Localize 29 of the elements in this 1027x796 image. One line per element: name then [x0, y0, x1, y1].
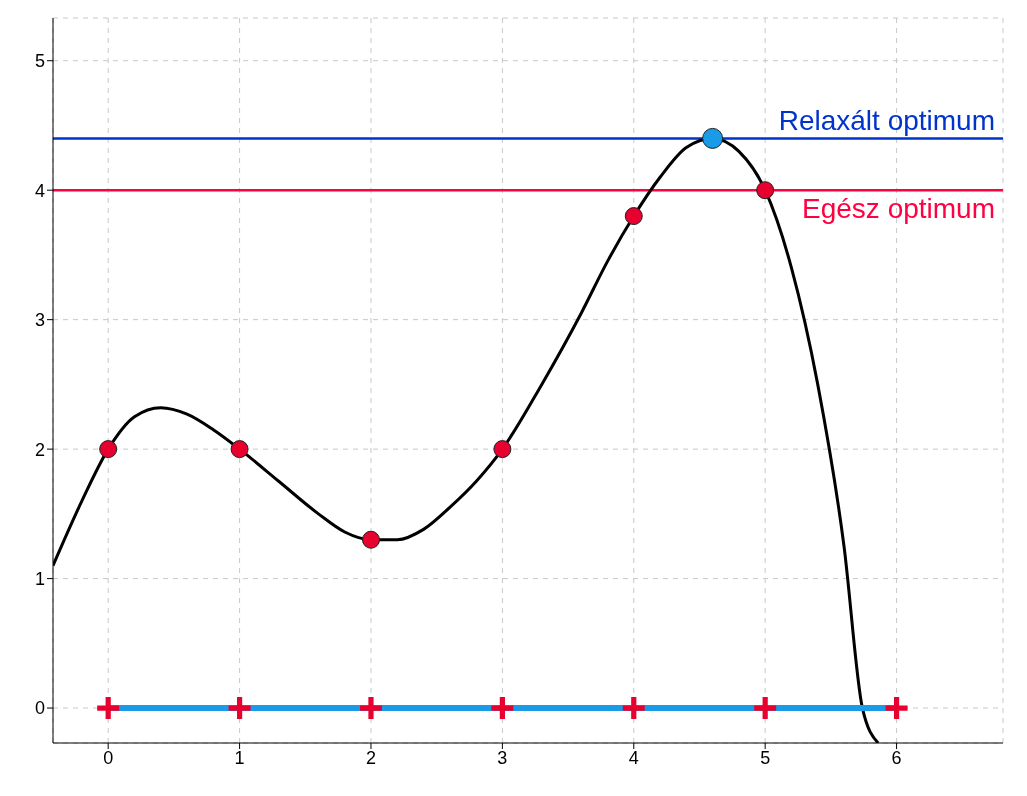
point: [359, 697, 382, 720]
y-tick-label: 3: [34, 310, 45, 331]
point: [754, 697, 777, 720]
point: [230, 440, 249, 459]
point: [622, 697, 645, 720]
x-tick-label: 5: [760, 747, 771, 768]
point: [756, 181, 775, 200]
x-tick-label: 4: [628, 747, 639, 768]
x-tick-label: 1: [234, 747, 245, 768]
point: [361, 530, 380, 549]
y-tick-label: 5: [34, 51, 45, 72]
x-tick-label: 0: [103, 747, 114, 768]
point: [885, 697, 908, 720]
ref-line-label: Relaxált optimum: [778, 105, 995, 137]
x-tick-label: 6: [891, 747, 902, 768]
point: [624, 207, 643, 226]
x-tick-label: 3: [497, 747, 508, 768]
y-tick-label: 0: [34, 698, 45, 719]
x-tick-label: 2: [365, 747, 376, 768]
point: [99, 440, 118, 459]
point: [97, 697, 120, 720]
y-tick-label: 1: [34, 568, 45, 589]
point: [491, 697, 514, 720]
point: [228, 697, 251, 720]
y-tick-label: 4: [34, 180, 45, 201]
ref-line-label: Egész optimum: [802, 193, 995, 225]
point: [702, 127, 724, 149]
point: [493, 440, 512, 459]
y-tick-label: 2: [34, 439, 45, 460]
